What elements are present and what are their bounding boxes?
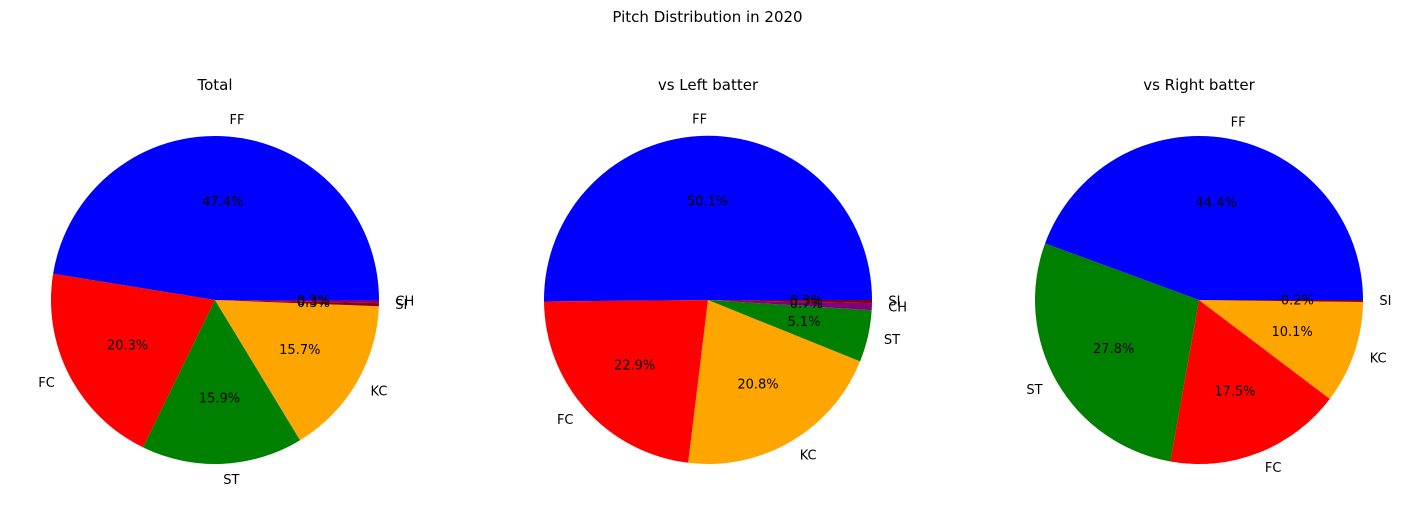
pie-slice-fc <box>1170 300 1330 465</box>
slice-label-ch: CH <box>888 300 907 315</box>
slice-percent-kc: 10.1% <box>1271 325 1312 340</box>
pie-chart-vs-left-batter: vs Left batter FF 50.1% FC 22.9% KC 20.8% ST 5.1… <box>544 76 907 465</box>
slice-label-ch: CH <box>395 295 414 310</box>
pie-slice-kc <box>688 300 861 465</box>
slice-percent-st: 15.9% <box>199 391 240 406</box>
slice-label-si: SI <box>888 295 900 310</box>
slice-percent-fc: 22.9% <box>614 359 655 374</box>
pie-slice-ch <box>215 300 379 304</box>
slice-percent-ff: 50.1% <box>687 195 728 210</box>
slice-label-ff: FF <box>230 113 245 128</box>
slice-label-fc: FC <box>557 413 574 428</box>
slice-label-kc: KC <box>371 384 388 399</box>
pie-slice-ch <box>708 300 872 311</box>
slice-percent-fc: 20.3% <box>107 338 148 353</box>
slice-percent-ff: 47.4% <box>202 195 243 210</box>
pie-title: vs Left batter <box>658 76 759 94</box>
pie-slice-fc <box>544 300 708 463</box>
figure-title: Pitch Distribution in 2020 <box>612 8 803 26</box>
pie-slice-st <box>708 300 872 362</box>
pie-slice-kc <box>1199 300 1363 399</box>
slice-label-st: ST <box>884 333 900 348</box>
pie-slice-si <box>215 300 379 307</box>
slice-label-kc: KC <box>1370 351 1387 366</box>
slice-label-ff: FF <box>692 113 707 128</box>
slice-label-si: SI <box>395 298 407 313</box>
pie-slice-si <box>1199 300 1364 303</box>
slice-percent-si: 0.2% <box>1281 294 1314 309</box>
pie-slice-fc <box>50 273 216 448</box>
slice-percent-ch: 0.3% <box>297 294 330 309</box>
pie-title: vs Right batter <box>1143 76 1255 94</box>
pie-slice-ff <box>53 135 379 300</box>
slice-percent-si: 0.3% <box>790 294 823 309</box>
pie-slice-ff <box>544 135 873 302</box>
slice-percent-kc: 20.8% <box>737 378 778 393</box>
slice-label-kc: KC <box>800 448 817 463</box>
pie-slice-kc <box>215 300 379 441</box>
pie-chart-vs-right-batter: vs Right batter FF 44.4% ST 27.8% FC 17.5% KC 10… <box>1026 76 1391 476</box>
slice-percent-st: 5.1% <box>787 315 820 330</box>
slice-label-st: ST <box>1026 383 1042 398</box>
slice-label-fc: FC <box>1265 461 1282 476</box>
slice-label-ff: FF <box>1231 115 1246 130</box>
slice-percent-st: 27.8% <box>1093 342 1134 357</box>
pie-slice-ff <box>1045 136 1363 300</box>
slice-percent-si: 0.3% <box>297 296 330 311</box>
slice-percent-fc: 17.5% <box>1214 385 1255 400</box>
slice-label-st: ST <box>223 473 239 488</box>
pie-slice-si <box>708 300 872 304</box>
slice-percent-kc: 15.7% <box>279 343 320 358</box>
pie-chart-total: Total FF 47.4% FC 20.3% ST 15.9% KC 15.7% SI 0.3% C… <box>38 76 414 488</box>
slice-label-si: SI <box>1379 294 1391 309</box>
slice-label-fc: FC <box>38 376 55 391</box>
slice-percent-ff: 44.4% <box>1196 196 1237 211</box>
pie-slice-st <box>143 300 301 465</box>
pie-title: Total <box>196 76 232 94</box>
pie-slice-st <box>1035 243 1199 462</box>
